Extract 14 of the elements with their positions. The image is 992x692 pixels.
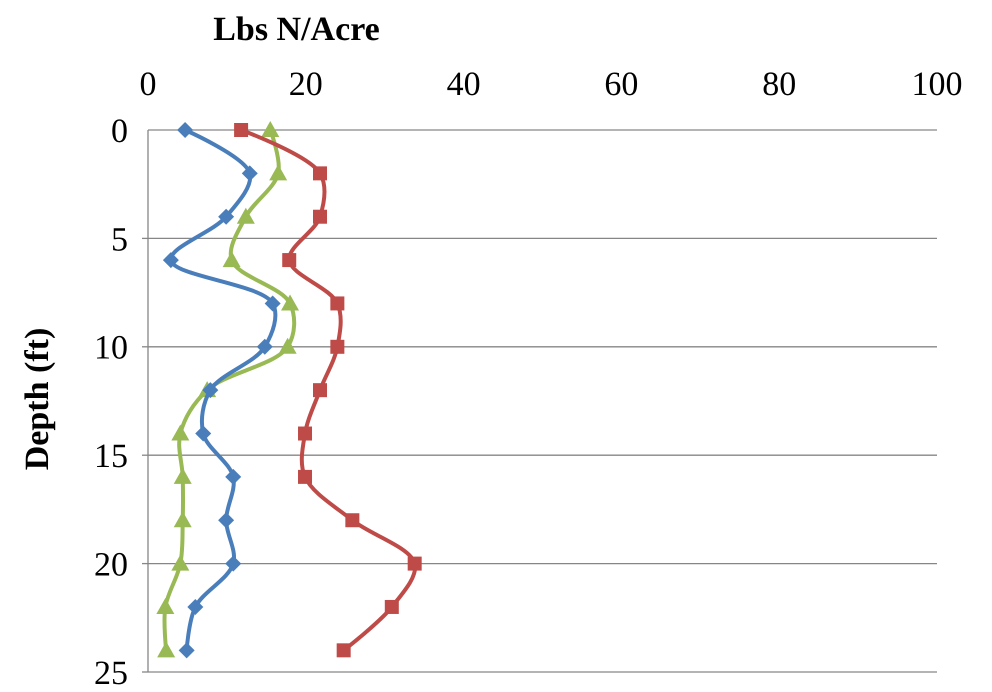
y-axis-title: Depth (ft) (19, 328, 56, 470)
y-tick-label: 5 (111, 221, 128, 258)
x-axis-title: Lbs N/Acre (213, 11, 380, 48)
x-tick-label: 60 (604, 66, 638, 103)
y-tick-label: 15 (94, 438, 128, 476)
x-tick-label: 20 (288, 66, 323, 103)
y-tick-label: 20 (94, 546, 128, 584)
x-tick-label: 100 (912, 66, 962, 103)
y-tick-label: 25 (94, 654, 128, 692)
y-tick-label: 10 (94, 330, 128, 367)
x-tick-label: 40 (446, 66, 481, 103)
x-tick-label: 0 (140, 66, 156, 103)
x-tick-label: 80 (762, 66, 796, 103)
y-tick-label: 0 (111, 112, 128, 150)
